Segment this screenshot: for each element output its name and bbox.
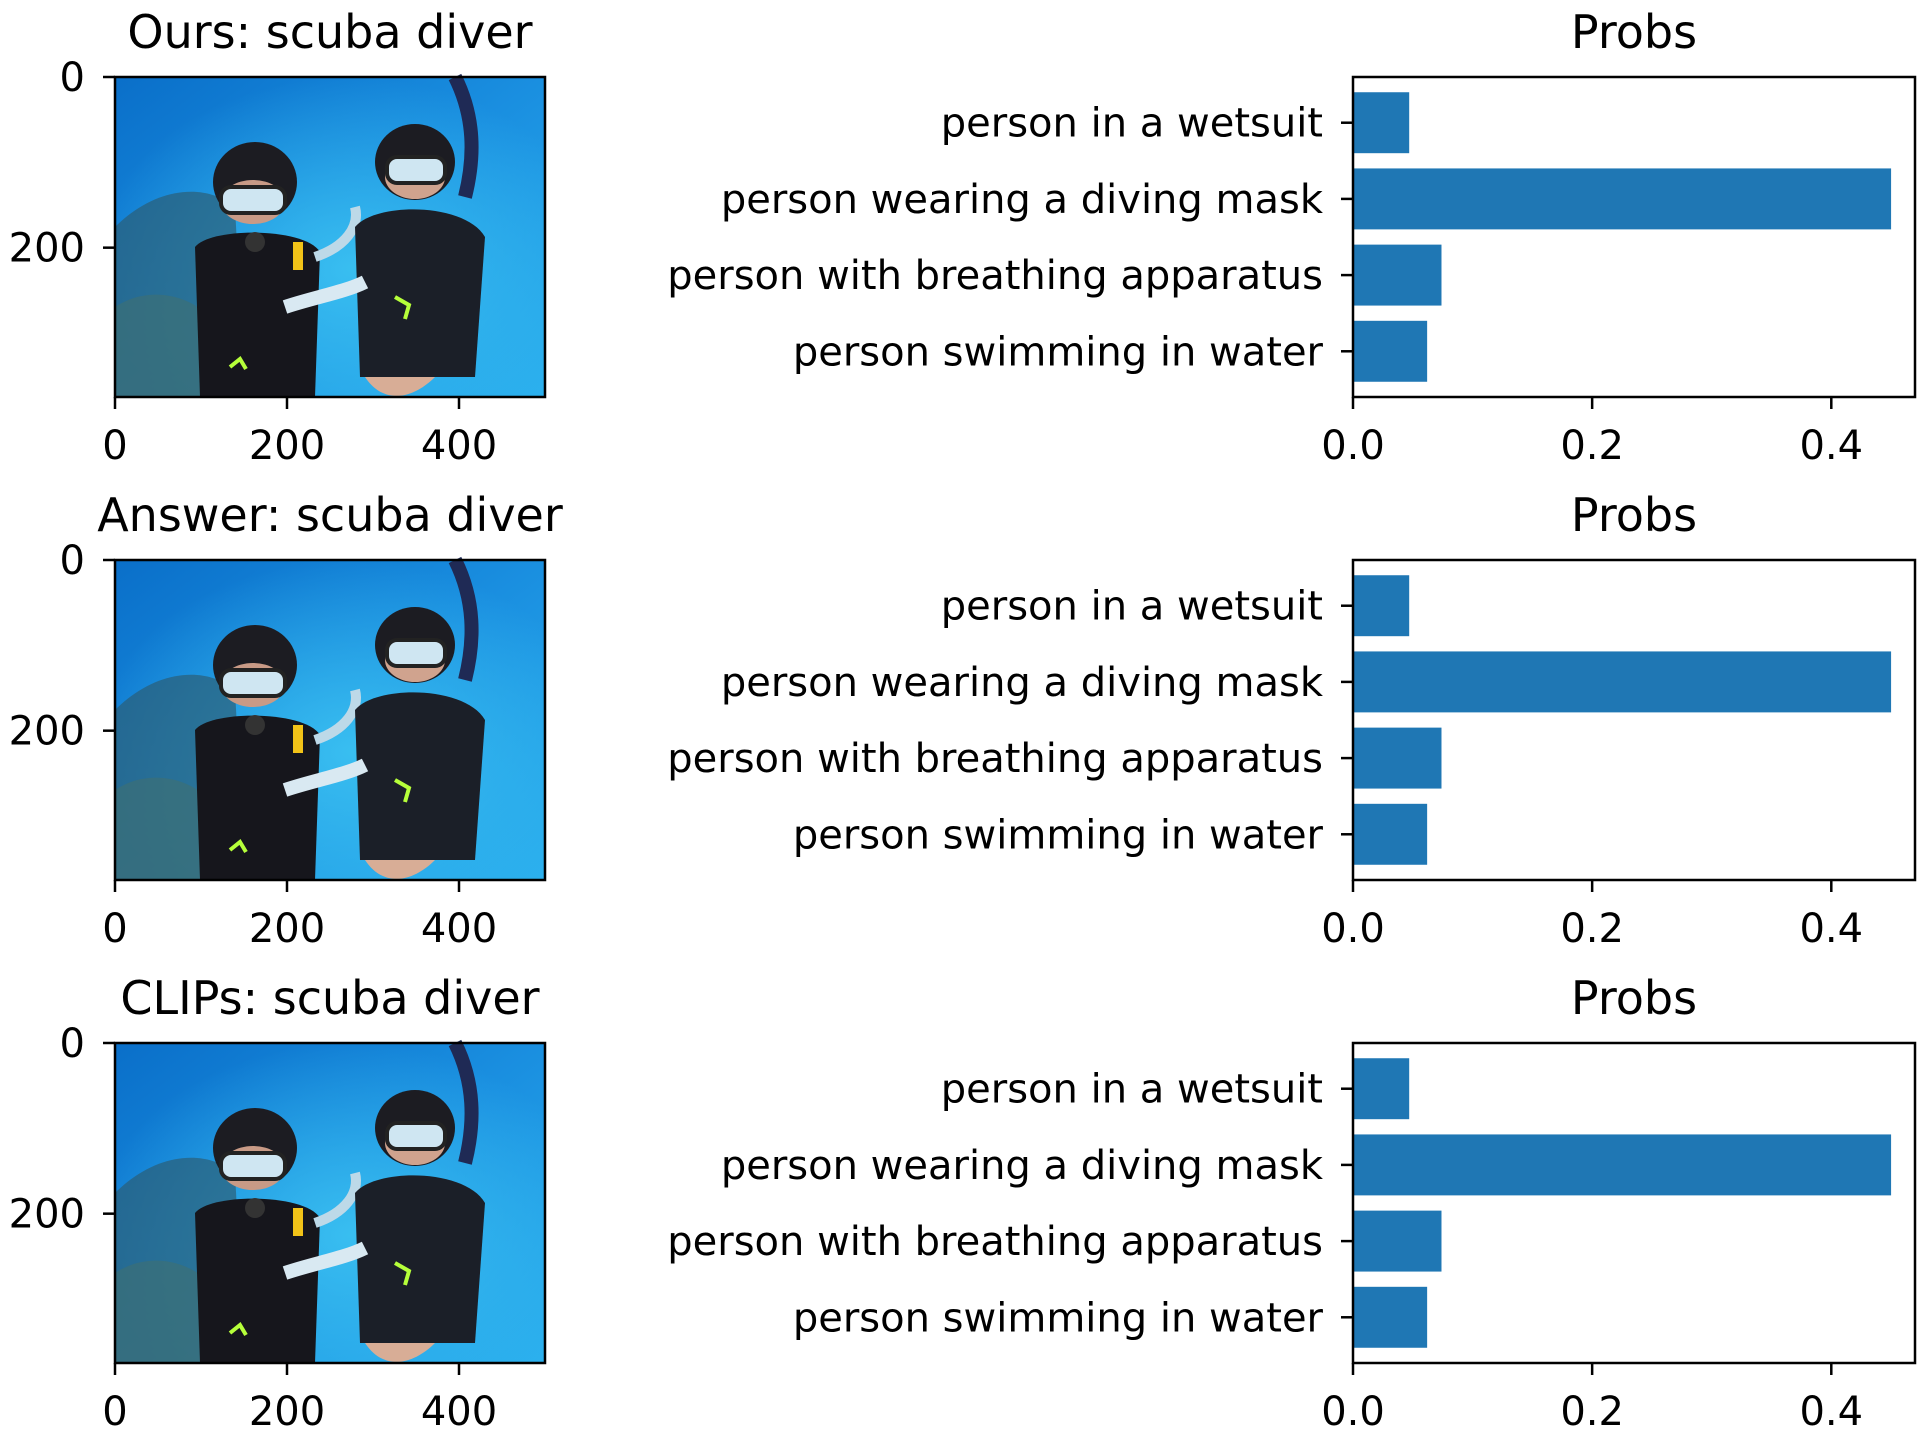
bar (1353, 727, 1442, 789)
image-panel: CLIPs: scuba diver 0 200 400 0 200 (9, 971, 545, 1435)
category-label: person in a wetsuit (941, 584, 1323, 630)
x-tick-label: 0 (102, 423, 127, 469)
bar (1353, 92, 1410, 154)
diver-photo (115, 560, 545, 880)
image-panel-title: CLIPs: scuba diver (120, 971, 539, 1025)
y-tick-label: 0 (60, 55, 85, 101)
bar (1353, 1134, 1892, 1196)
x-tick-label: 400 (421, 423, 497, 469)
category-label: person wearing a diving mask (721, 660, 1324, 706)
category-label: person wearing a diving mask (721, 177, 1324, 223)
category-label: person swimming in water (793, 812, 1324, 858)
diver-photo (115, 77, 545, 397)
x-tick-label: 200 (249, 906, 325, 952)
image-panel: Answer: scuba diver 0 200 400 0 200 (9, 488, 563, 952)
x-tick-label: 0.0 (1321, 906, 1385, 952)
image-panel-title: Answer: scuba diver (97, 488, 563, 542)
image-panel-title: Ours: scuba diver (127, 5, 532, 59)
image-axes-frame (113, 1041, 547, 1365)
x-tick-label: 200 (249, 423, 325, 469)
x-tick-label: 0.4 (1799, 423, 1863, 469)
category-label: person wearing a diving mask (721, 1143, 1324, 1189)
image-axes-frame (113, 75, 547, 399)
category-label: person with breathing apparatus (667, 736, 1323, 782)
category-label: person with breathing apparatus (667, 253, 1323, 299)
x-tick-label: 400 (421, 906, 497, 952)
bar (1353, 1058, 1410, 1120)
y-tick-label: 0 (60, 1021, 85, 1067)
y-tick-label: 200 (9, 1192, 85, 1238)
x-tick-label: 0 (102, 1389, 127, 1435)
y-tick-label: 200 (9, 226, 85, 272)
diver-photo (115, 1043, 545, 1363)
bar (1353, 1286, 1428, 1348)
chart-title: Probs (1571, 5, 1697, 59)
bar (1353, 244, 1442, 306)
x-tick-label: 0.0 (1321, 423, 1385, 469)
chart-axes-frame (1351, 1041, 1917, 1365)
bar (1353, 803, 1428, 865)
x-tick-label: 0 (102, 906, 127, 952)
bar (1353, 320, 1428, 382)
image-axes-frame (113, 558, 547, 882)
x-tick-label: 200 (249, 1389, 325, 1435)
image-panel: Ours: scuba diver 0 200 400 0 200 (9, 5, 545, 469)
x-tick-label: 0.4 (1799, 1389, 1863, 1435)
chart-axes-frame (1351, 558, 1917, 882)
chart-axes-frame (1351, 75, 1917, 399)
x-tick-label: 400 (421, 1389, 497, 1435)
bar (1353, 168, 1892, 230)
prob-chart: Probs person in a wetsuit person wearing a… (667, 488, 1917, 952)
x-tick-label: 0.0 (1321, 1389, 1385, 1435)
category-label: person in a wetsuit (941, 101, 1323, 147)
x-tick-label: 0.2 (1560, 906, 1624, 952)
category-label: person swimming in water (793, 1295, 1324, 1341)
prob-chart: Probs person in a wetsuit person wearing a… (667, 971, 1917, 1435)
chart-title: Probs (1571, 971, 1697, 1025)
prob-chart: Probs person in a wetsuit person wearing a… (667, 5, 1917, 469)
category-label: person swimming in water (793, 329, 1324, 375)
bar (1353, 1210, 1442, 1272)
y-tick-label: 0 (60, 538, 85, 584)
bar (1353, 575, 1410, 637)
category-label: person with breathing apparatus (667, 1219, 1323, 1265)
x-tick-label: 0.2 (1560, 1389, 1624, 1435)
chart-title: Probs (1571, 488, 1697, 542)
y-tick-label: 200 (9, 709, 85, 755)
x-tick-label: 0.2 (1560, 423, 1624, 469)
x-tick-label: 0.4 (1799, 906, 1863, 952)
category-label: person in a wetsuit (941, 1067, 1323, 1113)
bar (1353, 651, 1892, 713)
